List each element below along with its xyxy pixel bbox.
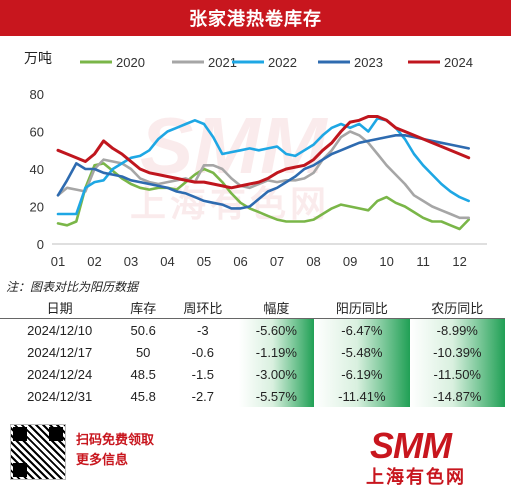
cell-date: 2024/12/10 [27, 322, 93, 338]
cell-lunar-yoy: -14.87% [409, 385, 505, 407]
x-tick-label: 03 [124, 254, 138, 269]
y-tick-label: 20 [30, 200, 44, 215]
x-tick-label: 02 [87, 254, 101, 269]
inventory-table: 日期 库存 周环比 幅度 阳历同比 农历同比 2024/12/10 50.6 -… [0, 296, 505, 407]
series-line-2024 [56, 115, 471, 190]
x-tick-label: 07 [270, 254, 284, 269]
cell-solar-yoy: -6.47% [314, 318, 410, 341]
cell-solar-yoy: -11.41% [314, 385, 410, 407]
cell-solar-yoy: -5.48% [314, 341, 410, 363]
cell-inventory: 48.5 [130, 366, 156, 382]
table-row: 2024/12/31 45.8 -2.7 -5.57% -11.41% -14.… [0, 385, 505, 407]
cell-lunar-yoy: -11.50% [409, 363, 505, 385]
x-tick-label: 04 [160, 254, 174, 269]
header-inventory: 库存 [119, 296, 168, 319]
chart-title: 张家港热卷库存 [0, 0, 511, 36]
smm-logo-cn: 上海有色网 [366, 467, 466, 487]
cell-change-pct: -5.57% [238, 385, 315, 407]
series-line-2022 [56, 117, 471, 216]
legend-label: 2024 [444, 55, 473, 70]
cell-wow: -0.6 [191, 344, 215, 360]
cell-inventory: 50 [135, 344, 151, 360]
cell-wow: -1.5 [191, 366, 215, 382]
cell-lunar-yoy: -10.39% [409, 341, 505, 363]
cell-inventory: 50.6 [130, 322, 156, 338]
cell-change-pct: -3.00% [238, 363, 315, 385]
scan-line-1: 扫码免费领取 [76, 432, 155, 447]
series-line-2020 [56, 162, 471, 231]
table-row: 2024/12/24 48.5 -1.5 -3.00% -6.19% -11.5… [0, 363, 505, 385]
header-lunar-yoy: 农历同比 [409, 296, 505, 319]
cell-lunar-yoy: -8.99% [409, 318, 505, 341]
header-solar-yoy: 阳历同比 [314, 296, 410, 319]
y-tick-label: 0 [37, 237, 44, 252]
cell-date: 2024/12/24 [27, 366, 93, 382]
header-wow: 周环比 [167, 296, 239, 319]
cell-date: 2024/12/31 [27, 388, 93, 404]
cell-inventory: 45.8 [130, 388, 156, 404]
cell-wow: -3 [197, 322, 209, 338]
cell-change-pct: -5.60% [238, 318, 315, 341]
table-row: 2024/12/10 50.6 -3 -5.60% -6.47% -8.99% [0, 318, 505, 341]
header-change-pct: 幅度 [238, 296, 315, 319]
legend-label: 2020 [116, 55, 145, 70]
scan-promo[interactable]: 扫码免费领取 更多信息 [76, 430, 154, 470]
x-tick-label: 11 [416, 254, 430, 269]
series-line-2021 [56, 130, 471, 220]
x-tick-label: 12 [452, 254, 466, 269]
x-tick-label: 10 [379, 254, 393, 269]
y-tick-label: 80 [30, 87, 44, 102]
series-line-2023 [56, 134, 471, 210]
y-tick-label: 60 [30, 125, 44, 140]
cell-change-pct: -1.19% [238, 341, 315, 363]
table-row: 2024/12/17 50 -0.6 -1.19% -5.48% -10.39% [0, 341, 505, 363]
x-tick-label: 01 [51, 254, 65, 269]
chart-note: 注：图表对比为阳历数据 [6, 280, 139, 294]
cell-date: 2024/12/17 [27, 344, 93, 360]
smm-logo: SMM [370, 425, 452, 466]
cell-solar-yoy: -6.19% [314, 363, 410, 385]
cell-wow: -2.7 [191, 388, 215, 404]
y-axis-unit: 万吨 [24, 50, 52, 66]
x-tick-label: 05 [197, 254, 211, 269]
scan-line-2: 更多信息 [76, 452, 129, 467]
table-header-row: 日期 库存 周环比 幅度 阳历同比 农历同比 [0, 296, 505, 319]
x-tick-label: 09 [343, 254, 357, 269]
x-tick-label: 06 [233, 254, 247, 269]
legend-label: 2022 [268, 55, 297, 70]
line-chart: 0 20 40 60 80 01 02 03 04 05 06 07 08 09 10 11 12 2020 202… [30, 55, 487, 269]
qr-code[interactable] [10, 424, 66, 480]
x-tick-label: 08 [306, 254, 320, 269]
legend-label: 2021 [208, 55, 237, 70]
y-tick-label: 40 [30, 162, 44, 177]
legend-label: 2023 [354, 55, 383, 70]
header-date: 日期 [0, 296, 120, 319]
